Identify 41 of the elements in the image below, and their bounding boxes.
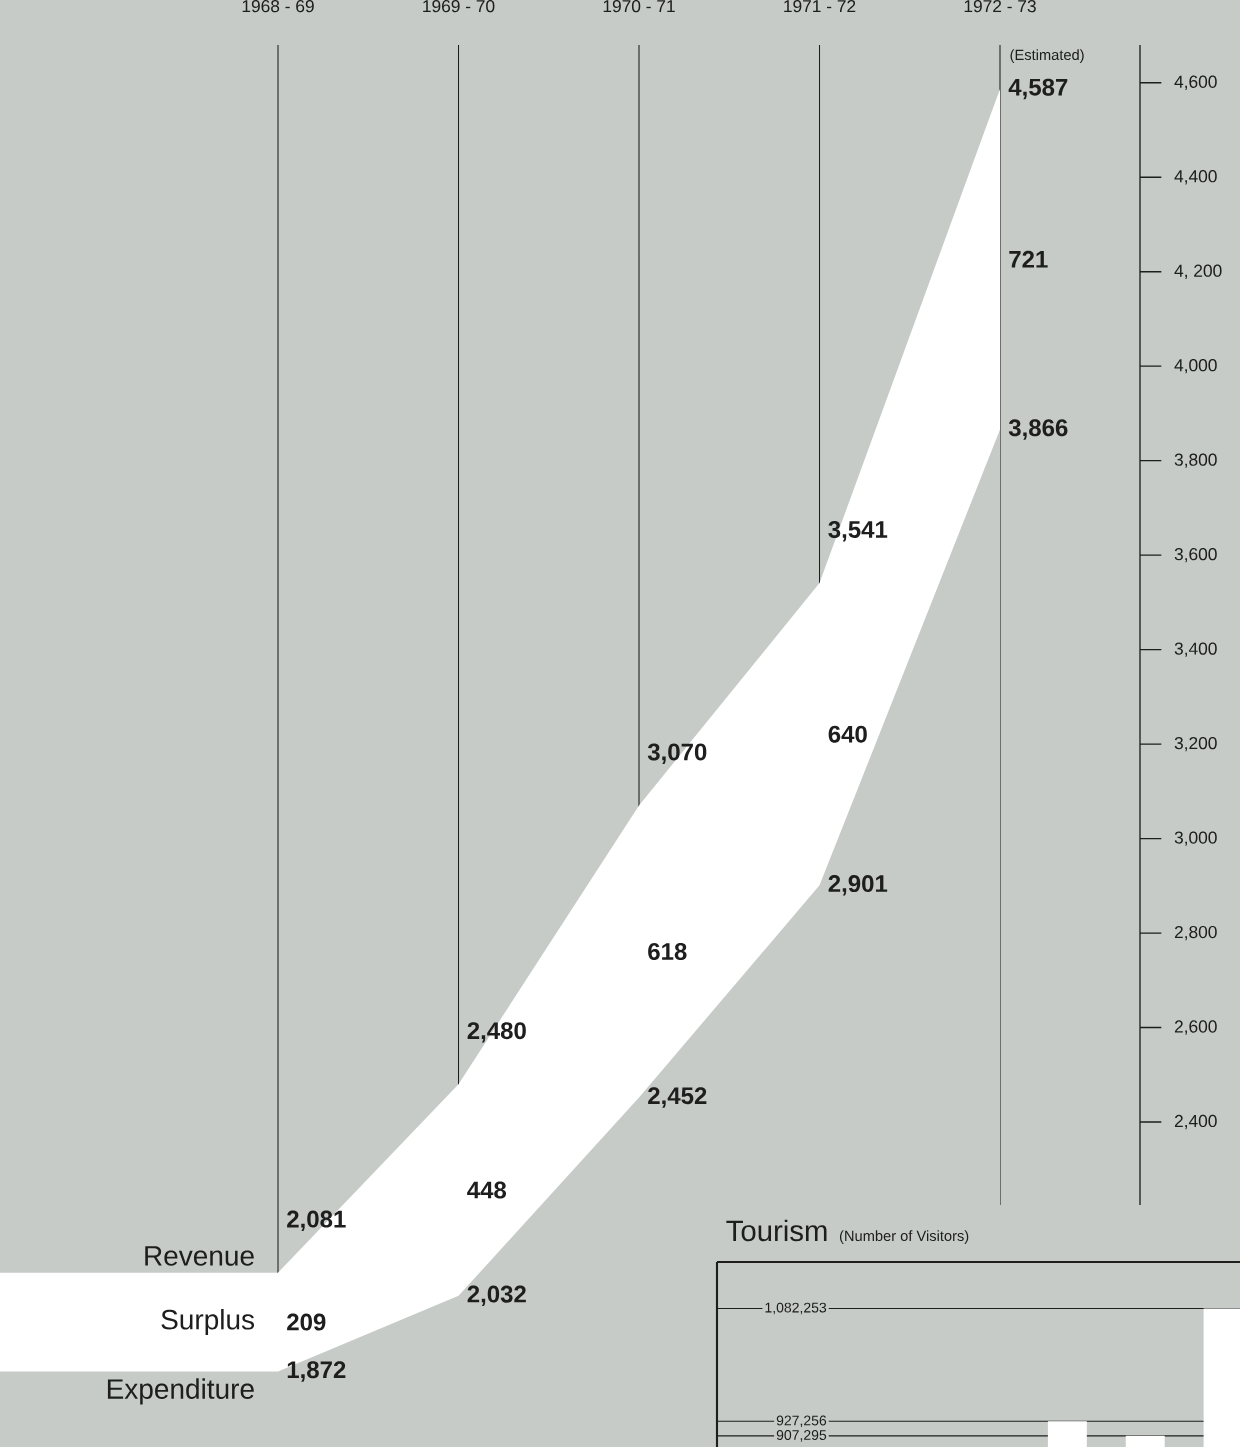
x-tick-label: 1972 - 73 <box>964 0 1036 13</box>
y-tick-label: 2,600 <box>1174 1020 1217 1035</box>
data-label: 2,081 <box>287 1210 346 1232</box>
y-tick-label: 3,200 <box>1174 736 1217 752</box>
y-tick-label: 4, 200 <box>1174 264 1222 279</box>
x-tick-label: 1970 - 71 <box>603 0 675 13</box>
annotation: 209 <box>287 1313 326 1331</box>
y-tick-label: 927,256 <box>776 1415 827 1428</box>
chart-title: Tourism <box>726 1219 827 1242</box>
data-label: 4,587 <box>1008 78 1068 100</box>
y-tick-label: 3,000 <box>1174 831 1217 846</box>
series-label: Revenue <box>145 1246 254 1266</box>
data-label: 3,070 <box>647 743 707 764</box>
y-tick-label: 4,600 <box>1174 75 1217 90</box>
annotation: 448 <box>467 1181 507 1199</box>
x-tick-label: 1968 - 69 <box>242 0 314 13</box>
y-tick-label: 2,400 <box>1174 1114 1217 1130</box>
y-tick-label: 3,600 <box>1174 547 1217 563</box>
x-tick-label: 1969 - 70 <box>423 0 495 13</box>
y-tick-label: 1,082,253 <box>765 1302 827 1315</box>
y-tick-label: 3,400 <box>1174 642 1217 657</box>
y-tick-label: 2,800 <box>1174 925 1217 941</box>
y-tick-label: 4,000 <box>1174 359 1217 374</box>
y-tick-label: 907,295 <box>776 1430 827 1442</box>
chart-subtitle: (Number of Visitors) <box>839 1230 969 1244</box>
annotation: 640 <box>828 725 867 743</box>
data-label: 2,032 <box>467 1285 526 1307</box>
data-label: 2,901 <box>828 875 888 896</box>
x-tick-label: 1971 - 72 <box>784 0 856 13</box>
data-label: 2,452 <box>648 1087 707 1108</box>
y-tick-label: 3,800 <box>1174 453 1217 468</box>
y-tick-label: 4,400 <box>1174 170 1217 185</box>
annotation: 618 <box>648 942 687 960</box>
annotation: 721 <box>1009 250 1048 268</box>
data-label: 3,541 <box>828 520 888 542</box>
series-label: Expenditure <box>107 1378 254 1405</box>
data-label: 2,480 <box>467 1022 526 1043</box>
data-label: 3,866 <box>1008 419 1068 440</box>
annotation: (Estimated) <box>1010 49 1084 63</box>
annotation: Surplus <box>161 1309 255 1336</box>
data-label: 1,872 <box>287 1361 346 1382</box>
